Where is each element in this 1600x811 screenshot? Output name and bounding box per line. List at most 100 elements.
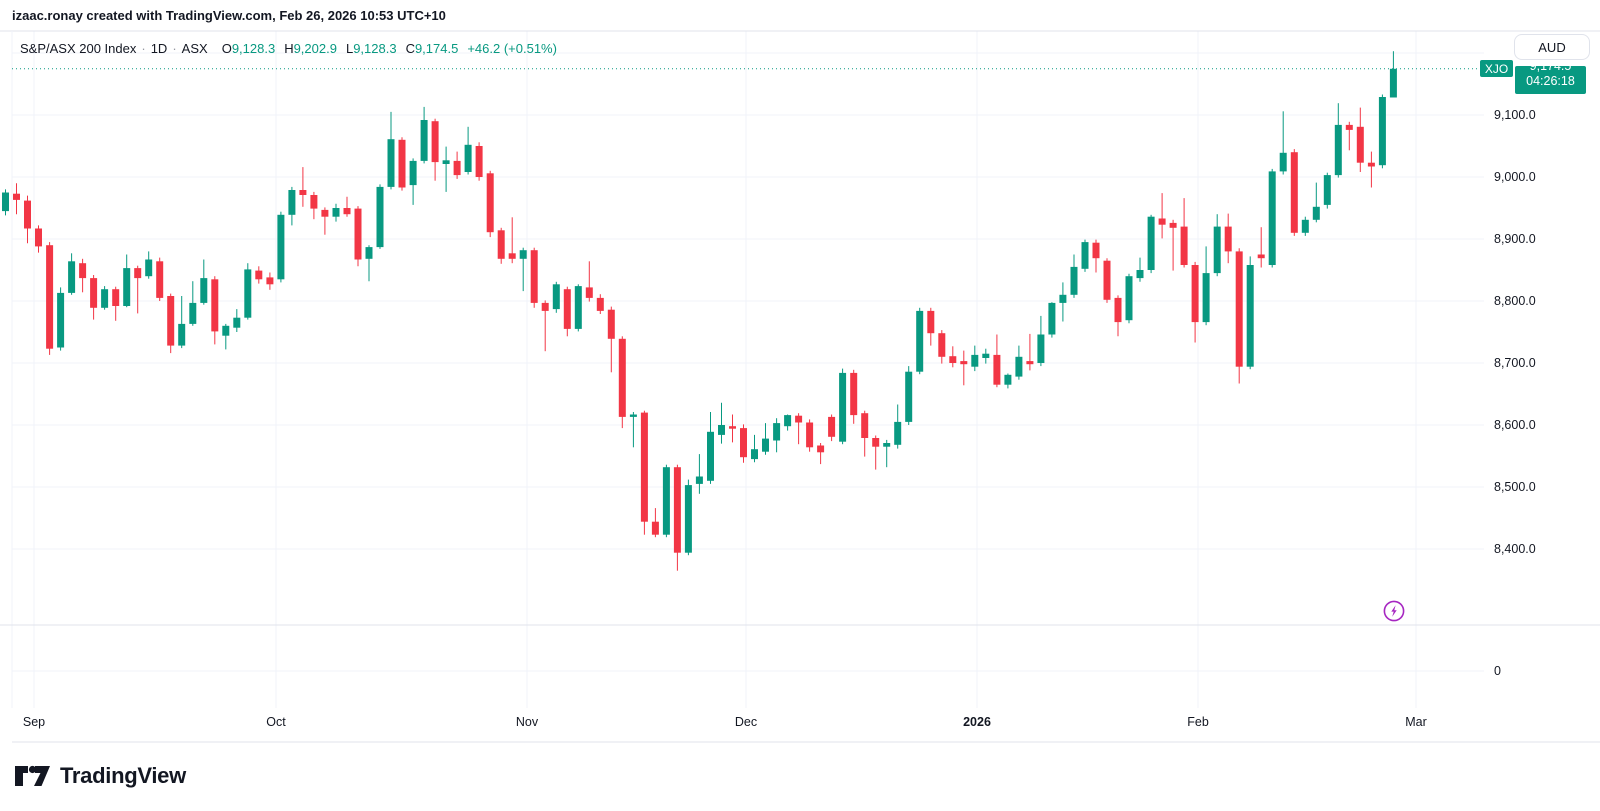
- candle-body: [927, 310, 935, 334]
- candle-body: [707, 431, 714, 481]
- open-value: 9,128.3: [231, 41, 276, 56]
- candle-body: [662, 467, 670, 535]
- candle-body: [13, 193, 20, 200]
- open-label: O: [221, 41, 232, 56]
- candle-body: [1070, 266, 1078, 295]
- candle-body: [1257, 254, 1265, 259]
- candle-body: [1136, 270, 1144, 279]
- time-axis-label: Oct: [266, 715, 286, 729]
- candle-body: [1224, 226, 1232, 252]
- candle-body: [817, 445, 825, 453]
- price-tick-label: 9,100.0: [1494, 108, 1536, 122]
- candle-body: [508, 253, 516, 259]
- candle-body: [1290, 152, 1298, 233]
- time-axis-label: Feb: [1187, 715, 1209, 729]
- last-price-value: 9,174.5: [1529, 66, 1572, 73]
- candle-body: [90, 278, 98, 308]
- candle-body: [68, 261, 76, 293]
- ohlc-values: O9,128.3 H9,202.9 L9,128.3 C9,174.5 +46.2 (+…: [222, 41, 557, 56]
- tradingview-logo[interactable]: TradingView: [14, 762, 186, 790]
- candle-body: [629, 414, 637, 417]
- price-tick-label: 9,000.0: [1494, 170, 1536, 184]
- candle-body: [453, 160, 461, 176]
- candle-body: [519, 250, 527, 259]
- candle-body: [1345, 124, 1353, 130]
- candle-body: [475, 146, 483, 177]
- price-tick-label: 8,600.0: [1494, 418, 1536, 432]
- candle-body: [795, 415, 803, 423]
- candle-body: [277, 214, 285, 280]
- candle-body: [1114, 297, 1122, 323]
- candle-body: [1037, 334, 1045, 363]
- candle-body: [1059, 294, 1067, 303]
- time-axis-label: Dec: [734, 715, 758, 729]
- candle-body: [420, 120, 428, 161]
- candle-body: [310, 195, 318, 209]
- chart-canvas[interactable]: [0, 0, 1600, 750]
- candle-body: [1367, 162, 1375, 167]
- candle-body: [552, 284, 560, 310]
- candle-body: [189, 302, 197, 324]
- currency-toggle-button[interactable]: AUD: [1514, 34, 1590, 60]
- candle-body: [266, 277, 274, 285]
- candle-body: [1026, 361, 1034, 365]
- candle-body: [1158, 218, 1166, 225]
- candle-body: [1092, 242, 1100, 259]
- candle-body: [773, 423, 781, 441]
- candle-body: [651, 521, 659, 535]
- candle-body: [894, 421, 902, 445]
- candle-body: [200, 278, 208, 303]
- candle-body: [497, 230, 505, 259]
- candle-body: [222, 325, 230, 336]
- candle-body: [1334, 124, 1342, 176]
- candle-body: [960, 361, 968, 365]
- high-label: H: [284, 41, 294, 56]
- candle-body: [751, 449, 758, 460]
- candle-body: [828, 416, 836, 437]
- price-tick-label: 8,900.0: [1494, 232, 1536, 246]
- candle-body: [409, 160, 417, 186]
- candle-body: [1103, 260, 1111, 300]
- legend-separator: ·: [172, 41, 177, 56]
- last-price-label: 9,174.5 04:26:18: [1515, 66, 1586, 94]
- exchange-label[interactable]: ASX: [181, 41, 208, 56]
- candle-body: [596, 297, 604, 311]
- candle-body: [530, 250, 538, 303]
- candle-body: [1015, 356, 1023, 377]
- candle-body: [354, 208, 362, 260]
- lightning-quick-action-button[interactable]: [1383, 600, 1405, 622]
- time-axis-label: 2026: [963, 715, 991, 729]
- candle-body: [211, 279, 219, 332]
- interval-label[interactable]: 1D: [150, 41, 168, 56]
- close-label: C: [405, 41, 415, 56]
- candle-body: [79, 263, 87, 279]
- high-value: 9,202.9: [293, 41, 337, 56]
- candle-body: [762, 438, 769, 452]
- candle-body: [2, 192, 9, 212]
- candle-body: [839, 372, 847, 442]
- candle-body: [1356, 126, 1364, 163]
- symbol-title[interactable]: S&P/ASX 200 Index: [20, 41, 137, 56]
- candle-body: [431, 121, 439, 163]
- candle-body: [1378, 97, 1386, 166]
- candle-body: [982, 353, 990, 358]
- attribution-text: izaac.ronay created with TradingView.com…: [12, 8, 446, 23]
- candle-body: [486, 173, 494, 233]
- legend-separator: ·: [141, 41, 146, 56]
- candle-body: [1268, 171, 1276, 265]
- candle-body: [618, 338, 626, 417]
- candle-body: [883, 443, 891, 447]
- candle-body: [1279, 152, 1287, 172]
- candle-body: [1323, 175, 1331, 205]
- candle-body: [57, 292, 65, 348]
- close-value: 9,174.5: [414, 41, 459, 56]
- low-label: L: [345, 41, 354, 56]
- candle-body: [695, 476, 703, 484]
- candle-body: [718, 425, 725, 435]
- candle-body: [332, 208, 340, 217]
- candle-body: [1246, 265, 1254, 367]
- candle-body: [112, 289, 120, 306]
- tradingview-logo-text: TradingView: [60, 763, 186, 788]
- candle-body: [1389, 68, 1397, 98]
